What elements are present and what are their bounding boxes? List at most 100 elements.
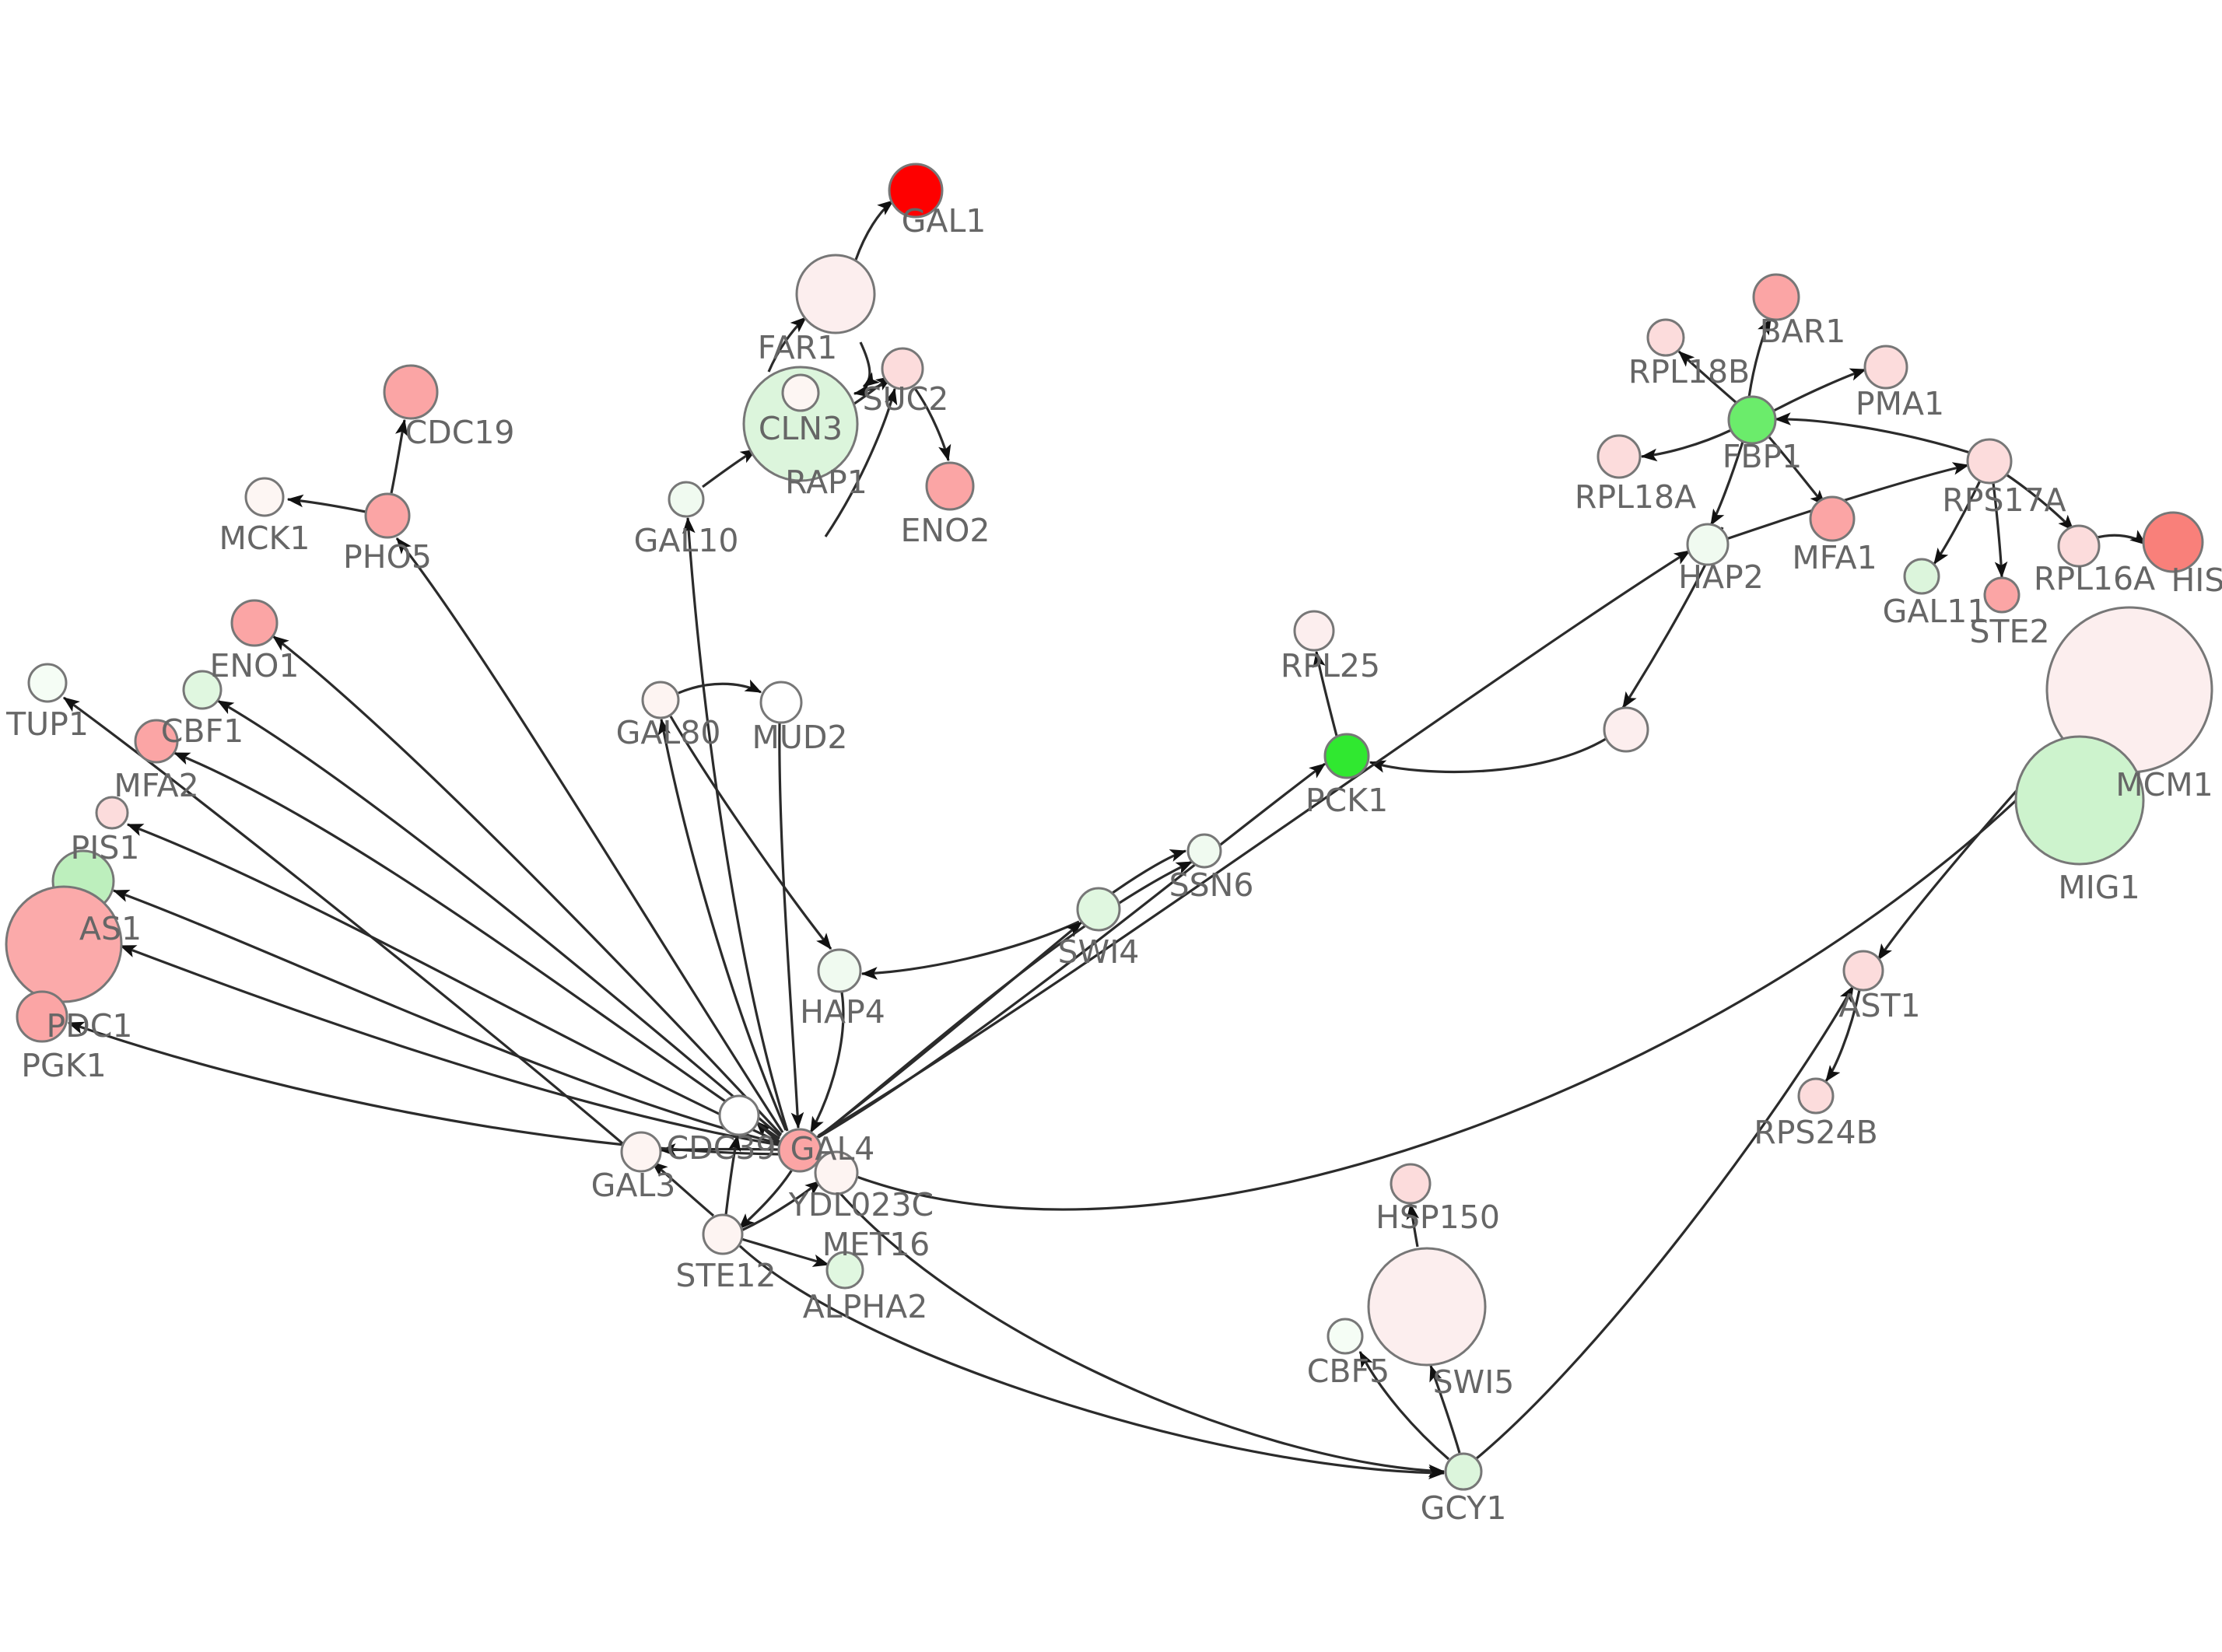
node-cln3[interactable] (742, 366, 859, 482)
node-alpha2[interactable] (825, 1251, 864, 1290)
edge-gal4-to-ste12 (738, 1169, 794, 1230)
node-cdc19[interactable] (383, 364, 439, 420)
node-gal3[interactable] (620, 1131, 662, 1173)
node-cbf1[interactable] (182, 670, 223, 710)
node-label-gal10: GAL10 (634, 522, 739, 559)
node-hsp150[interactable] (1390, 1163, 1432, 1205)
node-mud2[interactable] (759, 681, 803, 724)
node-label-rpl25: RPL25 (1281, 647, 1380, 684)
edge-gal4-to-mfa2 (173, 751, 780, 1140)
node-mig1[interactable] (2014, 735, 2145, 866)
node-his4[interactable] (2142, 511, 2204, 573)
node-gal1[interactable] (888, 163, 944, 219)
edge-mud2-to-gal4 (778, 722, 804, 1129)
node-unlabeled_a[interactable] (1603, 706, 1649, 753)
node-layer (5, 163, 2213, 1491)
edge-fbp1-to-rpl18b (1677, 350, 1738, 404)
node-pck1[interactable] (1323, 733, 1370, 779)
node-eno2[interactable] (925, 461, 975, 511)
edge-gal4-to-eno1 (272, 635, 783, 1136)
node-label-pma1: PMA1 (1856, 385, 1944, 422)
node-rps24b[interactable] (1797, 1077, 1835, 1115)
node-mck1[interactable] (244, 477, 285, 517)
node-eno1[interactable] (230, 599, 279, 647)
edge-gal4-to-pgk1 (67, 1021, 780, 1156)
node-mfa2[interactable] (134, 719, 179, 764)
node-label-ssn6: SSN6 (1169, 866, 1254, 904)
node-rpl25[interactable] (1293, 610, 1335, 652)
node-label-ast1: AST1 (1838, 987, 1920, 1024)
node-gal10[interactable] (668, 481, 705, 518)
node-suc2[interactable] (881, 347, 924, 390)
node-rps17a[interactable] (1966, 438, 2013, 485)
node-label-rps17a: RPS17A (1942, 481, 2066, 519)
node-far1[interactable] (795, 254, 876, 334)
node-label-cdc19: CDC19 (405, 414, 515, 451)
node-label-his4: HIS4 (2171, 562, 2222, 599)
node-label-rpl18b: RPL18B (1628, 353, 1750, 390)
node-label-mig1: MIG1 (2058, 869, 2140, 906)
node-label-suc2: SUC2 (863, 380, 949, 418)
node-ydl023c[interactable] (814, 1150, 859, 1195)
node-label-eno1: ENO1 (210, 647, 300, 684)
node-tup1[interactable] (27, 663, 68, 703)
edge-pho5-to-cdc19 (390, 418, 408, 494)
node-pgk1[interactable] (16, 990, 68, 1043)
node-label-mfa2: MFA2 (114, 767, 198, 804)
node-rap1[interactable] (781, 373, 820, 412)
node-cbf5[interactable] (1327, 1318, 1364, 1355)
edge-gal4-to-pdc1 (119, 944, 780, 1146)
edge-gal4-to-pis1 (126, 823, 780, 1143)
node-gal11[interactable] (1903, 558, 1940, 595)
node-label-as1: AS1 (79, 910, 142, 947)
edge-gal4-to-hap2 (818, 549, 1691, 1137)
node-ste12[interactable] (702, 1213, 744, 1255)
node-fbp1[interactable] (1727, 395, 1777, 445)
node-pdc1[interactable] (5, 885, 123, 1003)
node-pho5[interactable] (364, 492, 411, 539)
node-label-pdc1: PDC1 (46, 1007, 132, 1045)
edge-gcy1-to-swi5 (1429, 1364, 1461, 1454)
node-label-met16: MET16 (822, 1226, 931, 1263)
edge-pck1-to-rpl25 (1313, 650, 1338, 737)
node-cdc39[interactable] (718, 1094, 760, 1136)
node-label-swi4: SWI4 (1058, 933, 1140, 971)
edge-swi4-to-hap4 (860, 920, 1080, 980)
node-gcy1[interactable] (1444, 1452, 1483, 1491)
edge-gal4-to-pho5 (395, 537, 784, 1133)
edge-gal3-to-tup1 (62, 696, 624, 1145)
node-rpl18a[interactable] (1596, 434, 1642, 479)
node-gal80[interactable] (641, 681, 680, 719)
edge-ste12-to-gcy1 (738, 1244, 1446, 1480)
node-label-gal11: GAL11 (1883, 593, 1988, 630)
node-hap4[interactable] (817, 948, 862, 993)
edge-gal80-to-hap4 (669, 716, 832, 950)
node-rpl18b[interactable] (1646, 318, 1685, 357)
node-label-hsp150: HSP150 (1376, 1199, 1500, 1236)
node-label-mfa1: MFA1 (1792, 539, 1877, 576)
edge-rps17a-to-gal11 (1933, 480, 1982, 565)
node-bar1[interactable] (1752, 273, 1800, 321)
node-label-ste12: STE12 (675, 1257, 776, 1294)
edge-gal4-to-gal10 (682, 516, 789, 1132)
node-label-gcy1: GCY1 (1421, 1489, 1507, 1527)
node-ssn6[interactable] (1186, 833, 1222, 869)
node-rpl16a[interactable] (2057, 524, 2101, 568)
edge-rpl16a-to-his4 (2094, 530, 2147, 546)
edge-gal4-to-as1 (112, 889, 780, 1145)
node-gal4[interactable] (777, 1128, 822, 1173)
node-swi5[interactable] (1367, 1247, 1487, 1367)
node-pis1[interactable] (95, 796, 129, 830)
edge-gal10-to-cln3 (702, 448, 758, 488)
node-label-gal1: GAL1 (902, 202, 987, 240)
edge-hap4-to-gal4 (809, 992, 845, 1134)
node-ast1[interactable] (1842, 950, 1884, 992)
node-hap2[interactable] (1686, 523, 1730, 566)
node-swi4[interactable] (1076, 887, 1121, 932)
node-label-far1: FAR1 (758, 329, 837, 366)
node-ste2[interactable] (1983, 576, 2020, 614)
edge-fbp1-to-bar1 (1747, 317, 1772, 398)
node-mfa1[interactable] (1809, 495, 1856, 542)
node-pma1[interactable] (1863, 345, 1908, 390)
